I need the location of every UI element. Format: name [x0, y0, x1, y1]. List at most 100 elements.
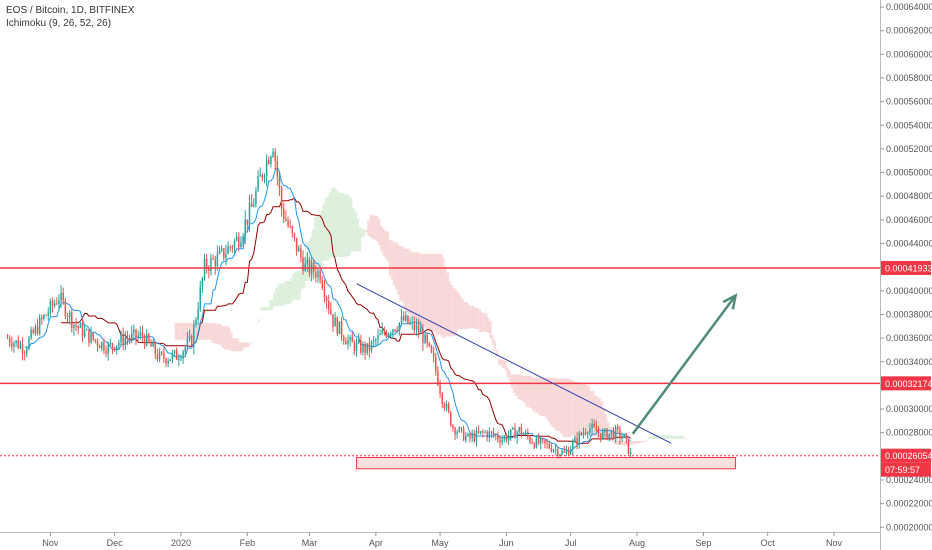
- candle-body: [381, 329, 383, 334]
- candle-body: [19, 344, 22, 349]
- candle-body: [107, 343, 109, 354]
- cloud-segment: [422, 253, 426, 328]
- horizontal-levels: [0, 267, 880, 457]
- cloud-segment: [538, 377, 541, 416]
- cloud-segment: [602, 407, 606, 439]
- candle-body: [479, 431, 482, 433]
- cloud-segment: [637, 441, 640, 444]
- cloud-segment: [442, 257, 445, 339]
- cloud-segment: [412, 252, 415, 321]
- candle-body: [208, 268, 210, 271]
- descending-trendline: [356, 283, 672, 444]
- candle-body: [443, 403, 446, 409]
- candle-body: [289, 225, 291, 227]
- cloud-segment: [420, 253, 424, 327]
- cloud-segment: [253, 333, 257, 335]
- candle-body: [139, 332, 142, 336]
- cloud-segment: [373, 215, 377, 240]
- cloud-segment: [198, 322, 201, 341]
- x-tick-label: May: [432, 538, 450, 548]
- candle-body: [23, 353, 26, 354]
- cloud-segment: [487, 317, 490, 333]
- candle-body: [150, 341, 152, 347]
- candle-body: [244, 219, 246, 236]
- candle-body: [182, 351, 184, 359]
- cloud-segment: [268, 300, 272, 311]
- current-price-tag: 0.00026054: [885, 451, 932, 461]
- cloud-segment: [626, 441, 629, 447]
- cloud-segment: [360, 228, 364, 238]
- chart-drawings: [356, 283, 738, 470]
- candle-body: [364, 344, 366, 353]
- cloud-segment: [390, 240, 394, 280]
- candle-body: [197, 309, 199, 320]
- cloud-segment: [440, 254, 443, 336]
- candle-body: [235, 236, 238, 241]
- candle-body: [471, 434, 473, 438]
- candle-body: [169, 359, 172, 361]
- candle-body: [186, 339, 189, 348]
- candle-body: [336, 317, 339, 334]
- cloud-segment: [294, 271, 297, 300]
- cloud-segment: [247, 342, 250, 348]
- candle-body: [111, 343, 114, 348]
- cloud-segment: [395, 242, 398, 290]
- cloud-segment: [341, 193, 345, 258]
- candle-body: [280, 188, 283, 209]
- candle-body: [283, 208, 285, 219]
- candle-body: [167, 360, 169, 364]
- cloud-segment: [210, 322, 214, 343]
- candle-body: [216, 253, 219, 267]
- symbol-title[interactable]: EOS / Bitcoin, 1D, BITFINEX: [6, 5, 135, 16]
- candle-body: [259, 174, 261, 177]
- cloud-segment: [465, 302, 469, 330]
- cloud-segment: [684, 438, 687, 439]
- time-axis: Nov Dec 2020 Feb Mar Apr May Jun Jul Aug Sep Oct Nov: [0, 532, 880, 548]
- candle-body: [88, 329, 90, 343]
- cloud-segment: [339, 193, 342, 258]
- candle-body: [452, 425, 454, 429]
- candle-body: [199, 286, 202, 310]
- candle-body: [539, 438, 542, 444]
- candle-body: [56, 303, 58, 305]
- candle-body: [430, 345, 433, 353]
- candle-body: [15, 340, 17, 344]
- cloud-segment: [592, 390, 595, 437]
- cloud-segment: [352, 208, 355, 252]
- candle-body: [357, 339, 360, 343]
- cloud-segment: [452, 288, 456, 336]
- cloud-segment: [472, 306, 475, 329]
- cloud-segment: [311, 229, 315, 277]
- y-tick-label: 0.00020000: [886, 522, 932, 532]
- candle-body: [593, 423, 595, 427]
- cloud-segment: [643, 441, 646, 443]
- cloud-segment: [562, 378, 565, 437]
- y-tick-label: 0.00022000: [886, 499, 932, 509]
- cloud-segment: [615, 434, 619, 445]
- cloud-segment: [305, 242, 308, 281]
- candle-body: [133, 329, 135, 333]
- candle-body: [477, 430, 480, 433]
- cloud-segment: [649, 436, 653, 439]
- cloud-segment: [275, 287, 278, 307]
- candle-body: [126, 338, 129, 339]
- candle-body: [293, 233, 296, 238]
- y-tick-label: 0.00064000: [886, 2, 932, 12]
- y-tick-label: 0.00060000: [886, 49, 932, 59]
- candle-body: [287, 220, 289, 226]
- indicator-title[interactable]: Ichimoku (9, 26, 52, 26): [6, 18, 112, 29]
- cloud-segment: [251, 341, 255, 343]
- candle-body: [533, 443, 536, 448]
- candle-body: [300, 248, 302, 258]
- candle-body: [629, 452, 632, 455]
- cloud-segment: [318, 214, 321, 268]
- cloud-segment: [384, 231, 387, 259]
- candle-body: [36, 326, 39, 334]
- cloud-segment: [371, 215, 374, 240]
- cloud-segment: [345, 193, 349, 256]
- cloud-segment: [559, 378, 563, 434]
- y-tick-label: 0.00028000: [886, 428, 932, 438]
- price-tags: 0.00041933 0.00032174 0.00026054 07:59:57: [881, 260, 932, 477]
- cloud-segment: [230, 332, 233, 352]
